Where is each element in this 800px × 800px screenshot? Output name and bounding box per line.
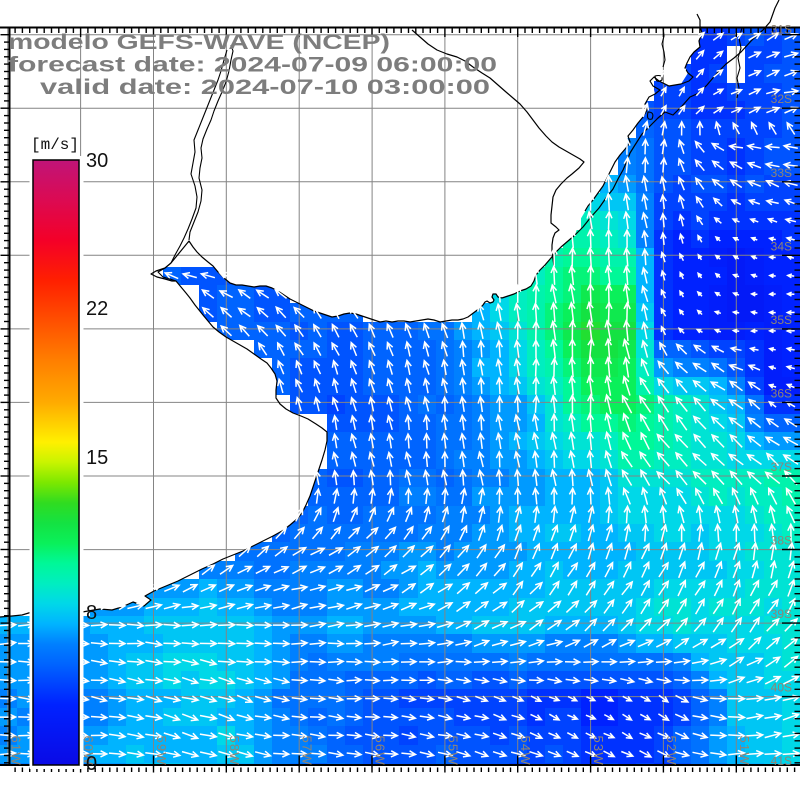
- svg-text:35S: 35S: [771, 313, 792, 327]
- svg-text:15: 15: [86, 447, 108, 469]
- svg-text:59W: 59W: [154, 736, 169, 766]
- svg-text:valid date: 2024-07-10 03:00:0: valid date: 2024-07-10 03:00:00: [40, 76, 490, 99]
- svg-text:0: 0: [86, 753, 97, 775]
- svg-text:53W: 53W: [591, 736, 606, 766]
- svg-text:[m/s]: [m/s]: [31, 136, 79, 154]
- svg-text:56W: 56W: [373, 736, 388, 766]
- svg-text:33S: 33S: [771, 166, 792, 180]
- svg-text:22: 22: [86, 298, 108, 320]
- svg-text:modelo GEFS-WAVE (NCEP): modelo GEFS-WAVE (NCEP): [8, 31, 390, 54]
- svg-text:39S: 39S: [771, 607, 792, 621]
- svg-text:34S: 34S: [771, 239, 792, 253]
- svg-text:57W: 57W: [300, 736, 315, 766]
- svg-text:32S: 32S: [771, 92, 792, 106]
- svg-text:54W: 54W: [518, 736, 533, 766]
- svg-text:31S: 31S: [771, 23, 792, 37]
- svg-text:38S: 38S: [771, 534, 792, 548]
- svg-text:41S: 41S: [771, 754, 792, 768]
- svg-text:40S: 40S: [771, 681, 792, 695]
- svg-text:36S: 36S: [771, 386, 792, 400]
- svg-text:52W: 52W: [664, 736, 679, 766]
- svg-text:forecast date: 2024-07-09 06:0: forecast date: 2024-07-09 06:00:00: [8, 54, 497, 77]
- svg-text:55W: 55W: [445, 736, 460, 766]
- svg-text:37S: 37S: [771, 460, 792, 474]
- svg-text:30: 30: [86, 150, 108, 172]
- svg-text:61W: 61W: [8, 736, 23, 766]
- svg-text:8: 8: [86, 602, 97, 624]
- svg-text:51W: 51W: [737, 736, 752, 766]
- svg-text:60W: 60W: [81, 736, 96, 766]
- svg-text:58W: 58W: [227, 736, 242, 766]
